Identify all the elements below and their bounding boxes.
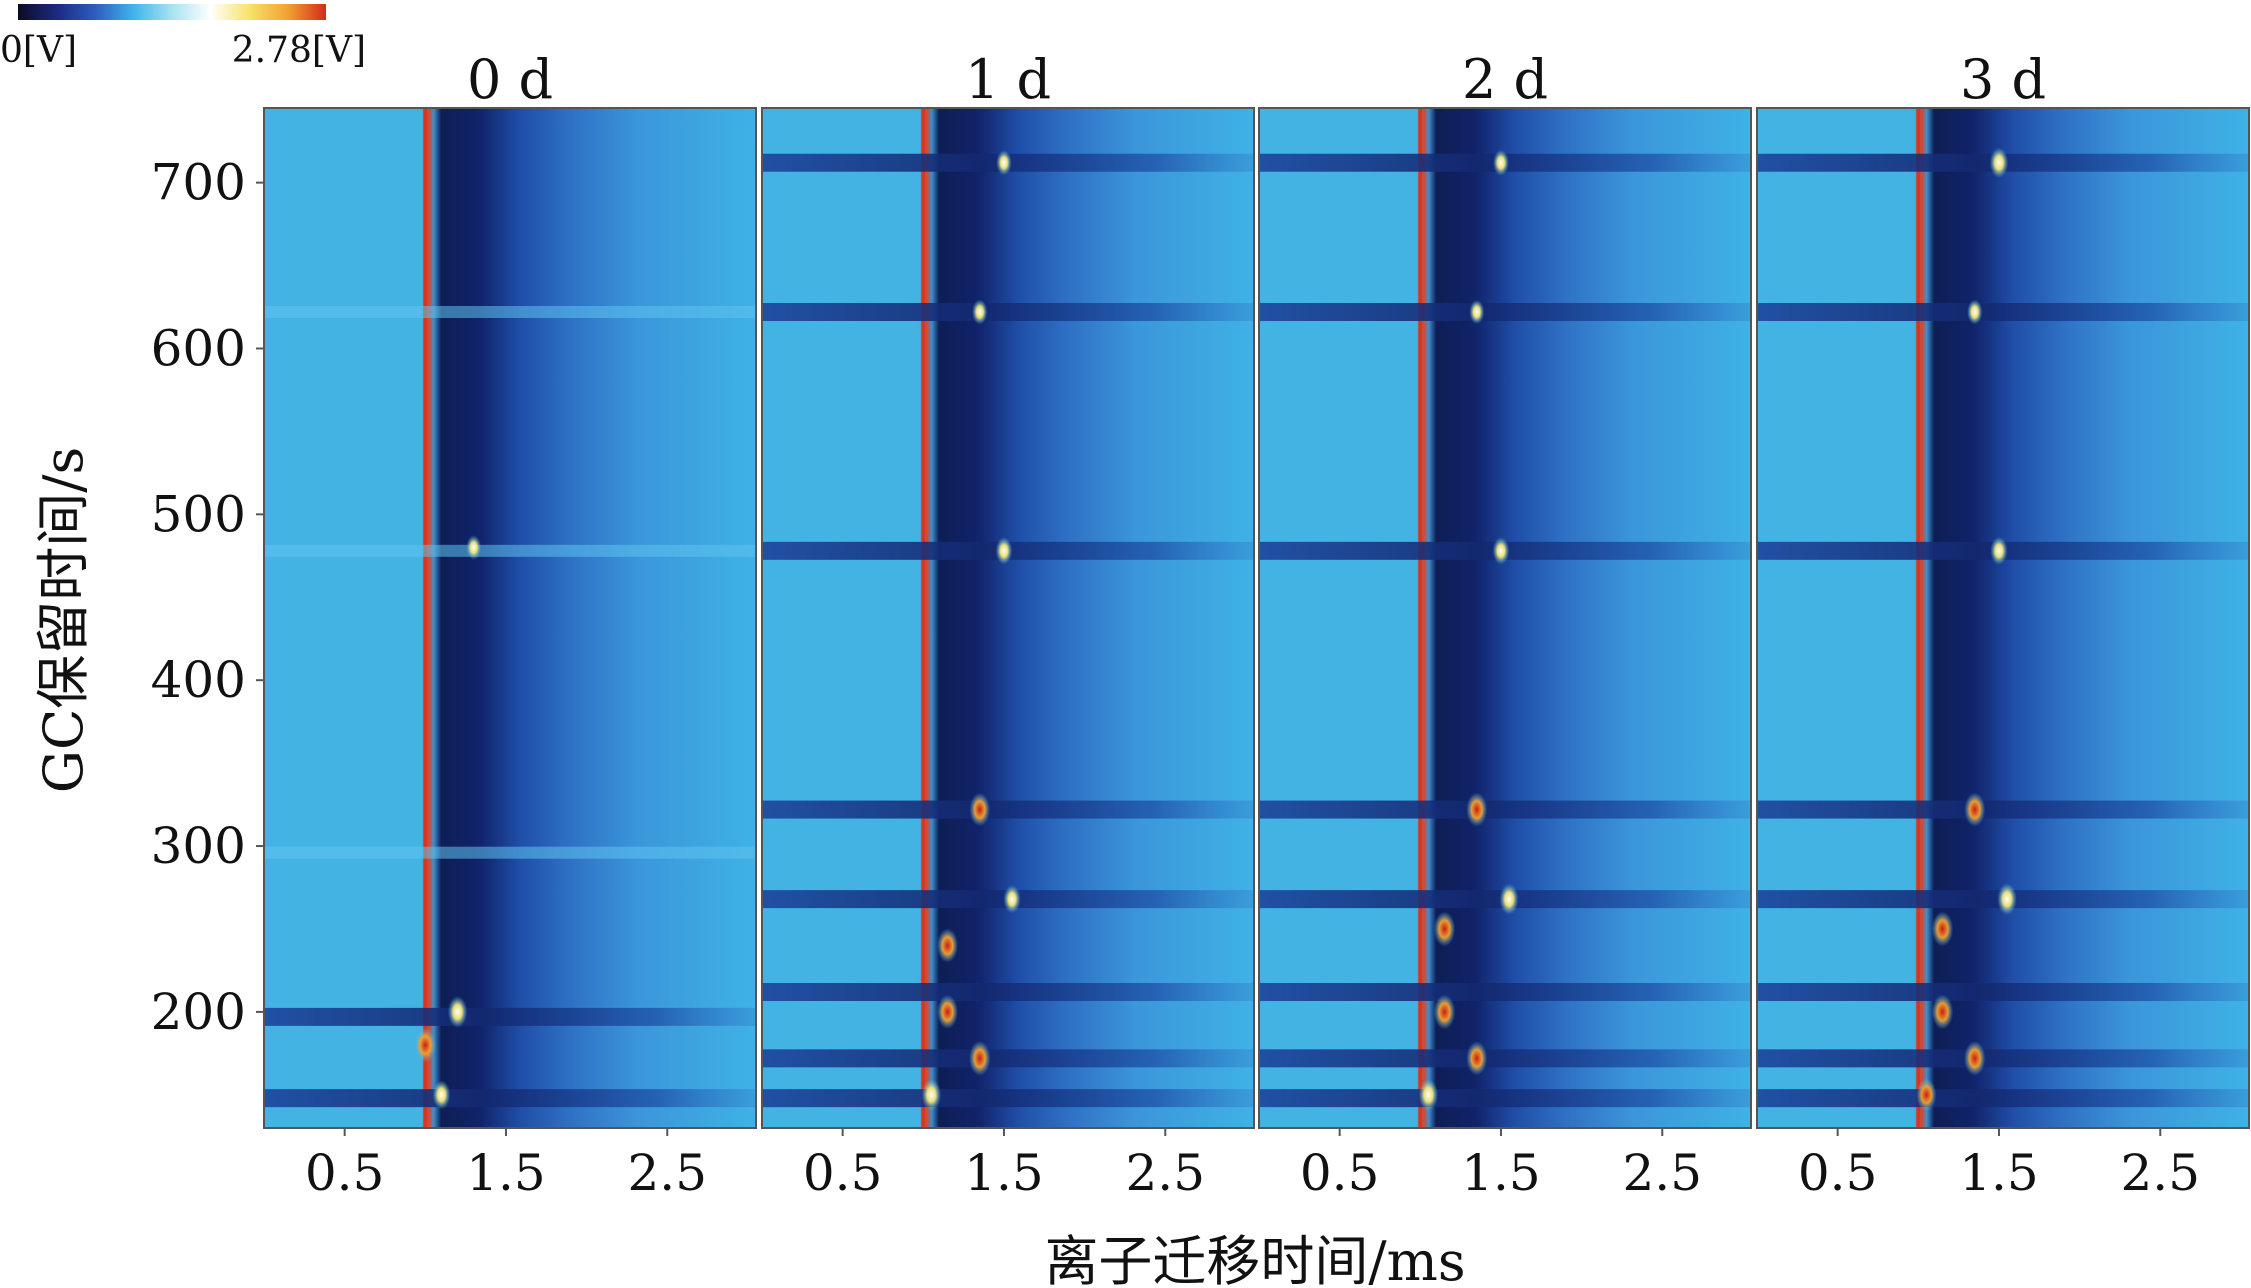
- y-tick-label: 500: [151, 485, 246, 543]
- panel-frame: [263, 107, 757, 1129]
- rip-line: [423, 108, 428, 1128]
- spot: [936, 928, 959, 963]
- spot: [1492, 149, 1509, 176]
- panel-title: 0 d: [467, 48, 553, 111]
- panel-frame: [1756, 107, 2250, 1129]
- dark-band: [264, 1007, 756, 1026]
- spot: [1989, 147, 2009, 179]
- spot: [1466, 792, 1488, 827]
- spot: [1963, 1040, 1986, 1076]
- x-axis-title: 离子迁移时间/ms: [1044, 1230, 1465, 1288]
- light-band: [264, 846, 756, 859]
- panel-frame: [761, 107, 1255, 1129]
- panel-1: 1 d 0.5 1.5 2.5: [761, 48, 1255, 1202]
- panel-background: [264, 108, 756, 1128]
- spot: [971, 299, 988, 325]
- panel-background: [1259, 108, 1751, 1128]
- x-tick-label: 2.5: [1126, 1144, 1206, 1202]
- colorbar-min-label: 0[V]: [0, 30, 77, 71]
- spot: [1466, 1041, 1488, 1076]
- heatmap-panels: 0 d 0.5 1.5 2.5 1 d 0.5 1.5 2.5 2 d 0.5 1.5 2.5 3 d 0…: [263, 48, 2250, 1202]
- spot: [921, 1078, 942, 1111]
- x-tick-label: 1.5: [466, 1144, 546, 1202]
- spot: [1418, 1078, 1439, 1111]
- spot: [1003, 884, 1021, 914]
- colorbar-gradient: [18, 4, 326, 20]
- panel-3: 3 d 0.5 1.5 2.5: [1756, 48, 2250, 1202]
- y-axis-ticks: 200 300 400 500 600 700: [151, 154, 264, 1041]
- panel-title: 3 d: [1960, 48, 2046, 111]
- dark-band: [762, 1089, 1254, 1108]
- x-tick-label: 0.5: [305, 1144, 385, 1202]
- spot: [1966, 299, 1983, 325]
- dark-band: [1757, 303, 2249, 321]
- spot: [1433, 994, 1456, 1030]
- dark-band: [1757, 1049, 2249, 1068]
- spot: [1997, 883, 2017, 916]
- x-tick-label: 1.5: [964, 1144, 1044, 1202]
- spot: [1916, 1078, 1937, 1112]
- panel-background: [1757, 108, 2249, 1128]
- dark-band: [1259, 983, 1751, 1001]
- spot: [1964, 792, 1986, 827]
- light-band: [264, 306, 756, 318]
- spot: [1492, 537, 1510, 565]
- dark-band: [762, 800, 1254, 819]
- spot: [936, 994, 959, 1030]
- rip-line: [921, 108, 926, 1128]
- spot: [996, 150, 1012, 176]
- spot: [1433, 911, 1456, 947]
- colorbar: 0[V] 2.78[V]: [0, 4, 366, 71]
- spot: [447, 995, 468, 1028]
- y-tick-label: 200: [151, 983, 246, 1041]
- x-tick-label: 2.5: [628, 1144, 708, 1202]
- x-tick-label: 1.5: [1959, 1144, 2039, 1202]
- panel-background: [762, 108, 1254, 1128]
- spot: [969, 792, 991, 827]
- spot: [1931, 994, 1954, 1030]
- spot: [968, 1040, 991, 1076]
- spot: [432, 1080, 451, 1110]
- light-band: [264, 544, 756, 557]
- dark-band: [1259, 1049, 1751, 1068]
- y-tick-label: 600: [151, 319, 246, 377]
- x-tick-label: 1.5: [1461, 1144, 1541, 1202]
- panel-title: 1 d: [965, 48, 1051, 111]
- dark-band: [1757, 800, 2249, 819]
- y-tick-label: 700: [151, 154, 246, 212]
- dark-band: [1259, 303, 1751, 321]
- x-tick-label: 0.5: [803, 1144, 883, 1202]
- rip-line: [1916, 108, 1921, 1128]
- dark-band: [1259, 1089, 1751, 1108]
- y-axis-title: GC保留时间/s: [32, 447, 95, 793]
- spot: [1499, 883, 1519, 915]
- dark-band: [1757, 1089, 2249, 1108]
- panel-frame: [1258, 107, 1752, 1129]
- x-tick-label: 0.5: [1798, 1144, 1878, 1202]
- spot: [1931, 911, 1954, 947]
- spot: [414, 1027, 437, 1063]
- dark-band: [762, 983, 1254, 1001]
- x-tick-label: 2.5: [1623, 1144, 1703, 1202]
- colorbar-max-label: 2.78[V]: [232, 30, 366, 71]
- spot: [1469, 299, 1485, 325]
- dark-band: [1259, 800, 1751, 819]
- panel-0: 0 d 0.5 1.5 2.5: [263, 48, 757, 1202]
- rip-line: [1418, 108, 1423, 1128]
- dark-band: [264, 1089, 756, 1108]
- panel-title: 2 d: [1462, 48, 1548, 111]
- y-tick-label: 400: [151, 651, 246, 709]
- x-tick-label: 2.5: [2121, 1144, 2201, 1202]
- y-tick-label: 300: [151, 817, 246, 875]
- spot: [466, 535, 482, 560]
- dark-band: [1757, 983, 2249, 1001]
- dark-band: [762, 1049, 1254, 1068]
- panel-2: 2 d 0.5 1.5 2.5: [1258, 48, 1752, 1202]
- spot: [995, 537, 1013, 565]
- x-tick-label: 0.5: [1300, 1144, 1380, 1202]
- dark-band: [762, 303, 1254, 321]
- spot: [1990, 536, 2008, 565]
